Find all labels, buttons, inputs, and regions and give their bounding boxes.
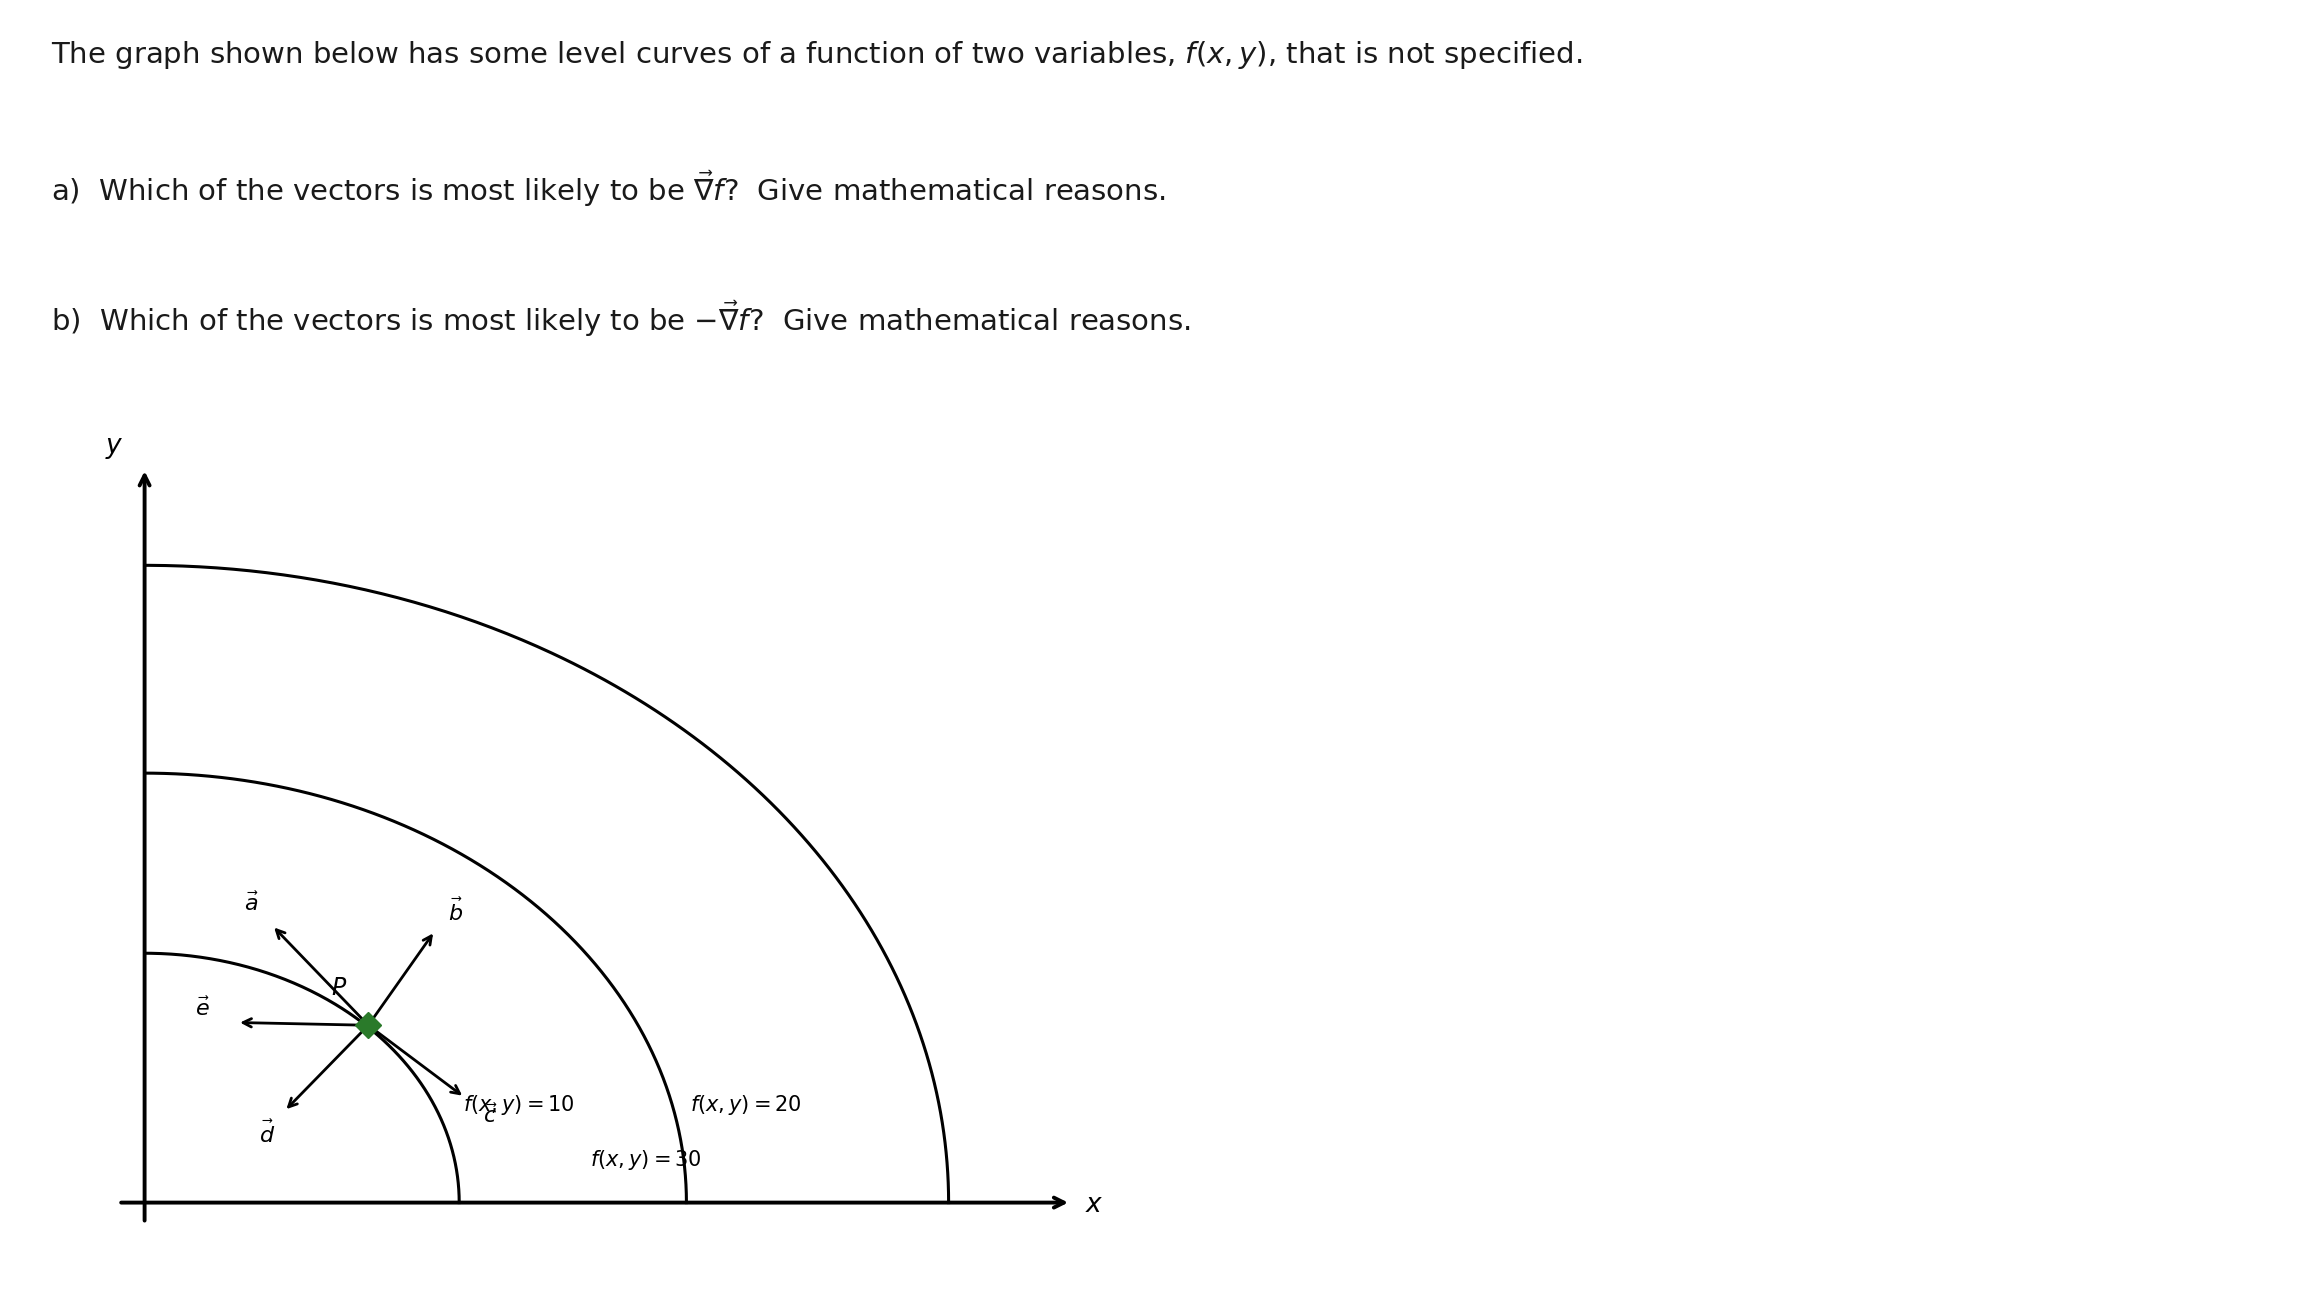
- Text: $y$: $y$: [106, 435, 124, 461]
- Text: $f(x, y) = 30$: $f(x, y) = 30$: [590, 1148, 703, 1172]
- Text: $\vec{e}$: $\vec{e}$: [194, 997, 210, 1020]
- Text: a)  Which of the vectors is most likely to be $\vec{\nabla} f$?  Give mathematic: a) Which of the vectors is most likely t…: [51, 168, 1166, 209]
- Text: $\vec{a}$: $\vec{a}$: [244, 892, 258, 915]
- Text: $f(x, y) = 20$: $f(x, y) = 20$: [689, 1093, 802, 1117]
- Text: The graph shown below has some level curves of a function of two variables, $f(x: The graph shown below has some level cur…: [51, 39, 1583, 71]
- Text: b)  Which of the vectors is most likely to be $-\vec{\nabla} f$?  Give mathemati: b) Which of the vectors is most likely t…: [51, 298, 1191, 338]
- Text: $\vec{c}$: $\vec{c}$: [484, 1104, 498, 1128]
- Text: $x$: $x$: [1085, 1192, 1104, 1218]
- Text: $\vec{d}$: $\vec{d}$: [258, 1120, 274, 1147]
- Text: $f(x, y) = 10$: $f(x, y) = 10$: [463, 1093, 574, 1117]
- Text: $P$: $P$: [332, 976, 348, 1001]
- Text: $\vec{b}$: $\vec{b}$: [447, 898, 463, 925]
